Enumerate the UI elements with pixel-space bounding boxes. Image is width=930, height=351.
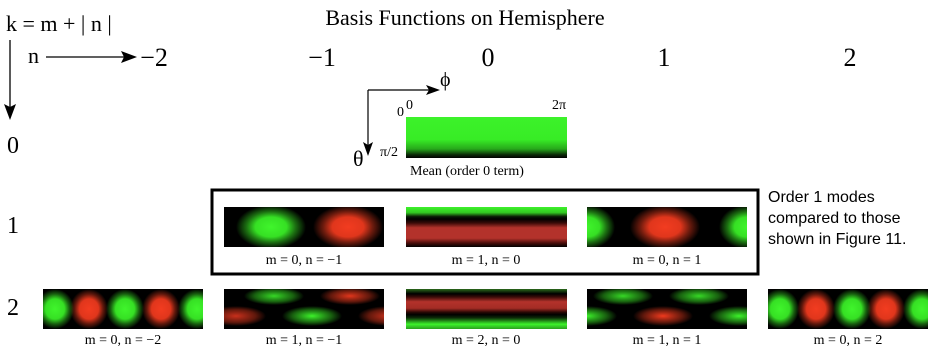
theta-label: θ (353, 146, 364, 171)
diagram-title: Basis Functions on Hemisphere (325, 5, 605, 30)
column-header: 2 (843, 43, 857, 72)
range-half-pi: π/2 (380, 145, 398, 160)
order1-box (210, 188, 760, 276)
mode-caption: m = 0, n = 2 (813, 333, 883, 348)
formula-label: k = m + | n | (6, 11, 112, 36)
mode-tile-m0-n-1 (224, 207, 384, 247)
phi-label: ϕ (440, 69, 451, 91)
row-header: 1 (7, 213, 19, 239)
mean-caption: Mean (order 0 term) (410, 164, 524, 179)
mode-tile-m0-n2 (768, 289, 928, 329)
mode-tile-m1-n1 (587, 289, 747, 329)
mode-caption: m = 1, n = 1 (632, 333, 702, 348)
column-header: −1 (308, 43, 336, 72)
mode-caption: m = 1, n = −1 (265, 333, 343, 348)
phi-arrow-head (426, 85, 440, 95)
mode-tile-m0-n-2 (43, 289, 203, 329)
range-two-pi: 2π (552, 98, 567, 113)
mode-caption: m = 2, n = 0 (451, 333, 521, 348)
column-header: 1 (657, 43, 671, 72)
mode-caption: m = 0, n = 1 (632, 253, 702, 268)
mode-tile-m0-n1 (587, 207, 747, 247)
mode-caption: m = 0, n = −2 (84, 333, 162, 348)
mode-caption: m = 0, n = −1 (265, 253, 343, 268)
mode-tile-m1-n0 (406, 207, 567, 247)
range-zero-left: 0 (397, 105, 404, 120)
mean-tile (406, 117, 567, 158)
row-header: 0 (7, 133, 19, 159)
column-header: 0 (481, 43, 495, 72)
mode-tile-m2-n0 (406, 289, 567, 329)
range-zero-top: 0 (406, 98, 413, 113)
mode-tile-m1-n-1 (224, 289, 384, 329)
theta-arrow-head (363, 142, 373, 156)
order1-note: Order 1 modes compared to those shown in… (768, 189, 907, 248)
k-arrow-head (4, 104, 16, 120)
n-axis-label: n (28, 43, 39, 68)
row-header: 2 (7, 295, 19, 321)
mode-caption: m = 1, n = 0 (451, 253, 521, 268)
n-arrow-head (121, 51, 137, 63)
column-header: −2 (140, 43, 168, 72)
